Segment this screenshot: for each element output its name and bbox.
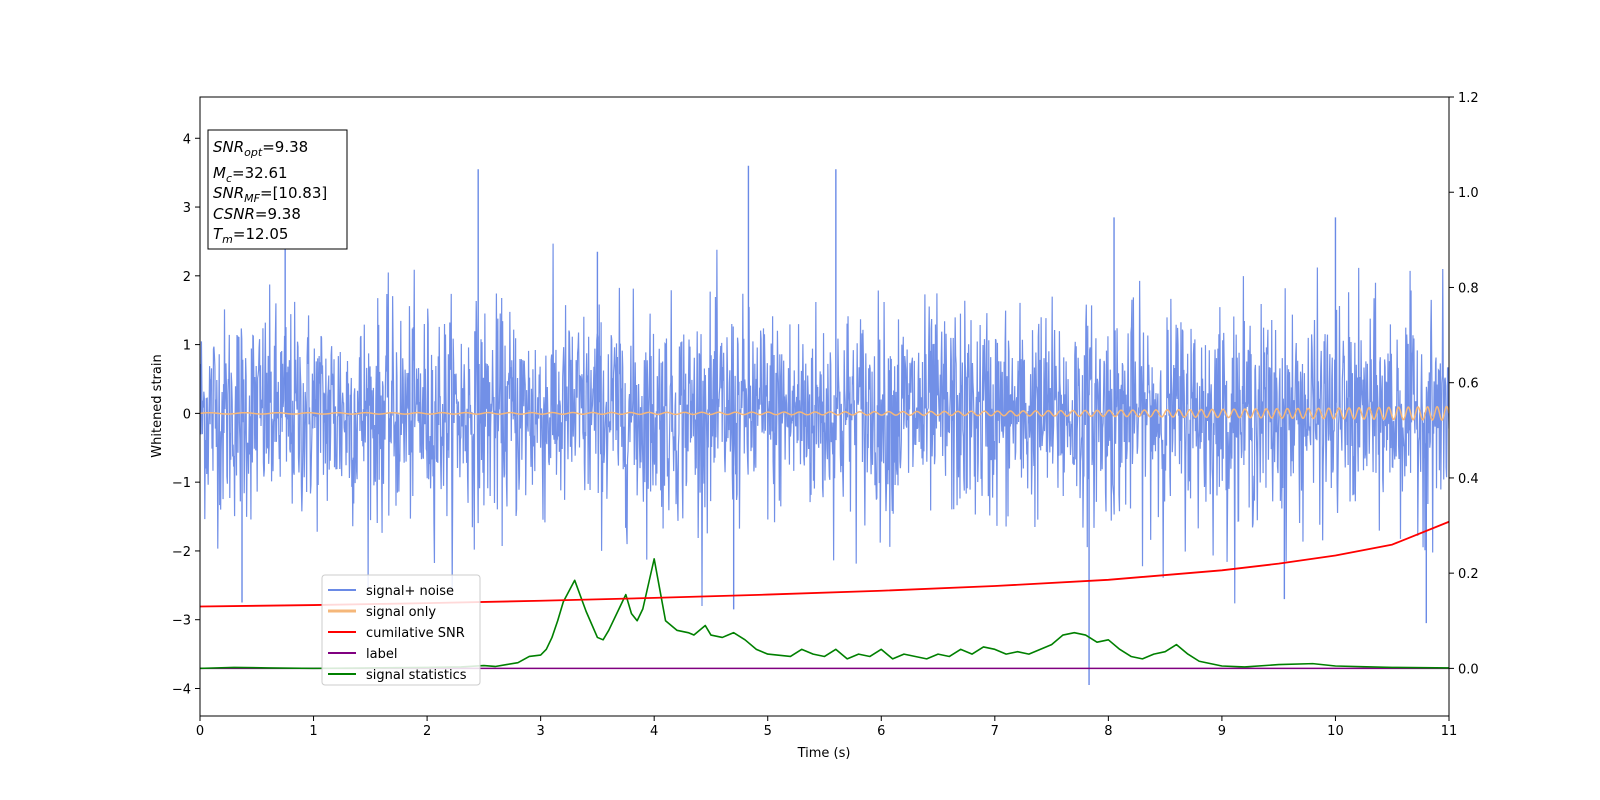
x-tick-label: 3 [536,724,544,739]
y2-tick-label: 0.2 [1458,567,1479,582]
y2-tick-label: 0.8 [1458,281,1479,296]
legend-label: signal only [366,605,436,620]
x-tick-label: 2 [423,724,431,739]
legend-label: signal+ noise [366,584,454,599]
x-axis: 0 1 2 3 4 5 6 7 8 9 10 11 [196,716,1457,739]
x-axis-label: Time (s) [797,746,851,761]
x-tick-label: 8 [1104,724,1112,739]
info-box: SNRopt=9.38 Mc=32.61 SNRMF=[10.83] CSNR=… [207,129,348,250]
series-signal-noise [200,243,1449,606]
y-axis-label: Whitened strain [150,354,165,457]
y2-tick-label: 0.6 [1458,377,1479,392]
legend-label: cumilative SNR [366,626,465,641]
x-tick-label: 4 [650,724,658,739]
x-tick-label: 7 [991,724,999,739]
info-chirp-mass: Mc=32.61 [213,164,288,185]
x-tick-label: 11 [1441,724,1458,739]
series-signal-statistics [200,558,1449,670]
y2-tick-label: 0.0 [1458,662,1479,677]
y-tick-label: −2 [172,545,191,560]
y-tick-label: 0 [183,407,191,422]
y2-tick-label: 1.0 [1458,186,1479,201]
x-tick-label: 6 [877,724,885,739]
y-axis-left: 4 3 2 1 0 −1 −2 −3 −4 [172,132,200,697]
y-tick-label: 2 [183,270,191,285]
y-tick-label: −1 [172,476,191,491]
y-tick-label: 3 [183,201,191,216]
plot-frame [199,96,1450,717]
legend-label: signal statistics [366,668,467,683]
info-box-frame [207,129,348,250]
y2-tick-label: 0.4 [1458,472,1479,487]
y-tick-label: −4 [172,682,191,697]
y-tick-label: 4 [183,132,191,147]
series-signal-only [200,405,1449,422]
info-snr-mf: SNRMF=[10.83] [213,184,327,205]
x-tick-label: 9 [1218,724,1226,739]
y-tick-label: −3 [172,614,191,629]
x-tick-label: 5 [764,724,772,739]
info-csnr: CSNR=9.38 [213,205,301,223]
legend-label: label [366,647,397,662]
series-layer [200,165,1449,686]
info-merger-time: Tm=12.05 [213,225,288,246]
legend-frame [321,574,481,686]
legend: signal+ noise signal only cumilative SNR la… [321,574,481,686]
y2-tick-label: 1.2 [1458,91,1479,106]
x-tick-label: 10 [1327,724,1344,739]
y-axis-right: 1.2 1.0 0.8 0.6 0.4 0.2 0.0 [1449,91,1479,677]
info-snr-opt: SNRopt=9.38 [213,138,308,159]
x-tick-label: 0 [196,724,204,739]
x-tick-label: 1 [309,724,317,739]
y-tick-label: 1 [183,339,191,354]
